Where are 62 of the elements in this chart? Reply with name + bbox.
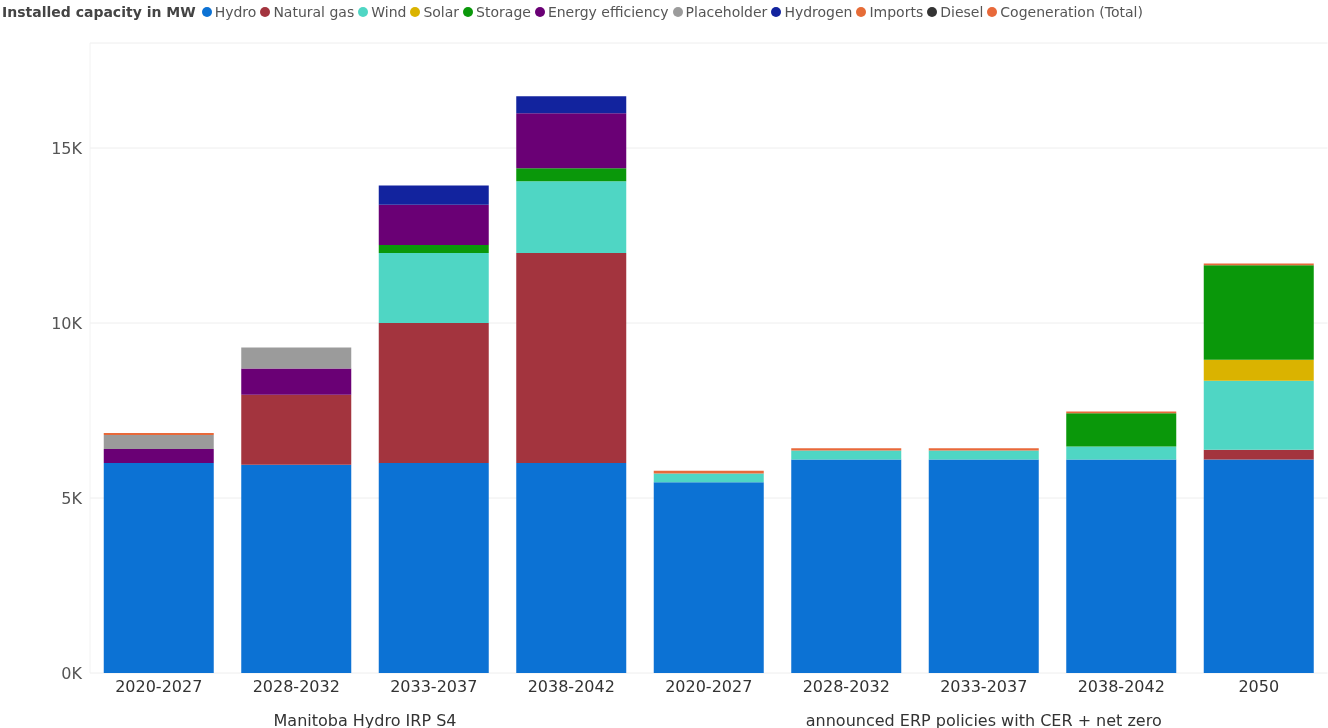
x-tick-label: 2038-2042	[527, 677, 615, 697]
bar	[1066, 413, 1177, 447]
legend-label: Natural gas	[272, 4, 355, 20]
bar	[103, 449, 214, 463]
bar	[653, 470, 764, 474]
bar	[653, 473, 764, 483]
bar	[516, 463, 627, 673]
legend-label: Storage	[475, 4, 531, 20]
bar	[241, 394, 352, 465]
bar	[1203, 359, 1314, 381]
legend-label: Placeholder	[684, 4, 768, 20]
legend-label: Hydro	[213, 4, 257, 20]
bar	[103, 432, 214, 435]
bar	[241, 368, 352, 395]
bar	[378, 253, 489, 323]
bar	[378, 244, 489, 253]
bar	[1203, 449, 1314, 460]
y-tick-label: 5K	[61, 488, 83, 508]
bar	[653, 482, 764, 673]
bar	[928, 450, 1039, 460]
bar	[516, 253, 627, 463]
legend-label: Hydrogen	[783, 4, 853, 20]
bar	[378, 204, 489, 245]
x-tick-label: 2033-2037	[390, 677, 478, 697]
bar	[241, 347, 352, 369]
x-tick-label: 2038-2042	[1077, 677, 1165, 697]
legend-title: Installed capacity in MW	[2, 4, 196, 20]
x-tick-label: 2020-2027	[115, 677, 203, 697]
bar	[1203, 265, 1314, 360]
x-tick-label: 2028-2032	[252, 677, 340, 697]
y-tick-label: 10K	[51, 313, 83, 333]
x-tick-label: 2033-2037	[940, 677, 1028, 697]
legend-label: Energy efficiency	[546, 4, 669, 20]
bar	[103, 463, 214, 673]
bar	[378, 185, 489, 205]
legend-label: Solar	[422, 4, 460, 20]
bar	[241, 464, 352, 673]
x-tick-label: 2050	[1238, 677, 1280, 697]
bar	[516, 168, 627, 182]
bar	[516, 113, 627, 169]
bar	[791, 448, 902, 451]
legend-label: Cogeneration (Total)	[999, 4, 1143, 20]
bar	[1203, 459, 1314, 673]
bar	[1066, 459, 1177, 673]
bar	[1066, 446, 1177, 460]
y-tick-label: 15K	[51, 138, 83, 158]
legend-label: Wind	[370, 4, 407, 20]
x-tick-label: 2020-2027	[665, 677, 753, 697]
y-tick-label: 0K	[61, 663, 83, 683]
bar	[516, 96, 627, 114]
bar	[378, 463, 489, 673]
bar	[928, 459, 1039, 673]
bar	[928, 448, 1039, 451]
x-tick-label: 2028-2032	[802, 677, 890, 697]
legend-label: Imports	[868, 4, 924, 20]
legend-label: Diesel	[939, 4, 984, 20]
bar	[103, 435, 214, 449]
bar	[516, 181, 627, 253]
bar	[1203, 380, 1314, 450]
bar	[791, 459, 902, 673]
bar	[378, 323, 489, 463]
bar	[791, 450, 902, 460]
